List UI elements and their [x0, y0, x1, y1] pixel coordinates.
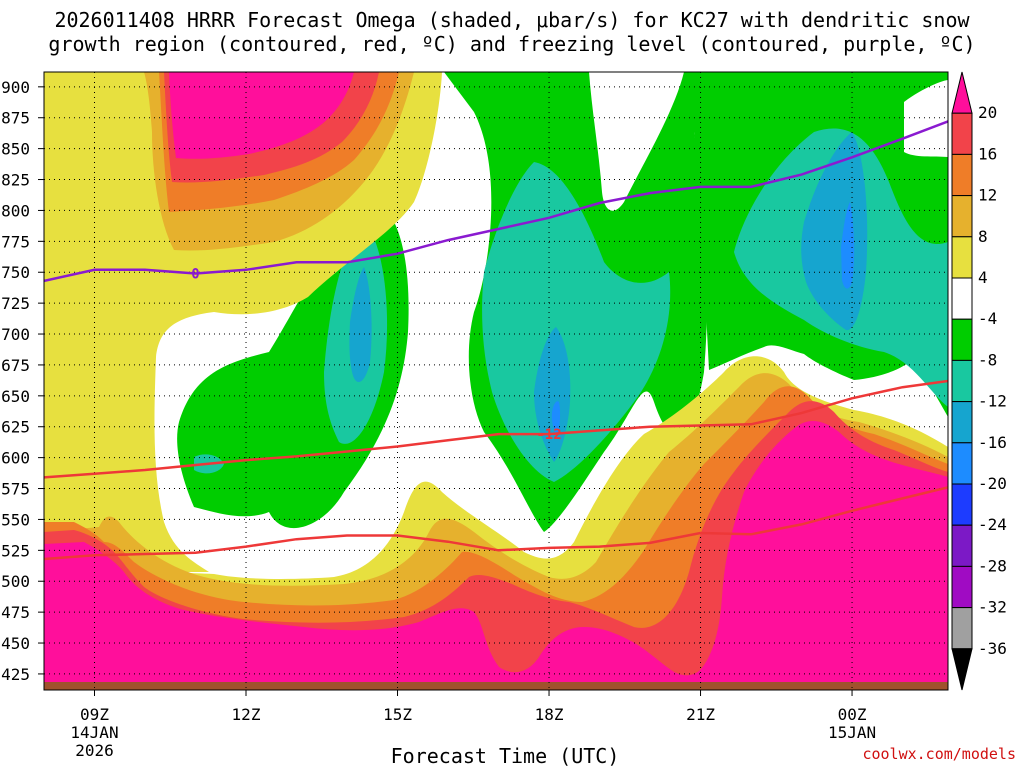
- omega-sinking-center-blue: [551, 401, 561, 438]
- omega-rising-lower-magenta: [44, 420, 948, 690]
- colorbar-tick-label: -28: [978, 556, 1007, 575]
- colorbar-swatch: [951, 442, 973, 485]
- x-tick-date-label: 14JAN: [70, 723, 118, 742]
- y-tick-label: 875: [1, 109, 30, 128]
- chart-title-line2: growth region (contoured, red, ºC) and f…: [48, 32, 976, 56]
- y-tick-label: 700: [1, 325, 30, 344]
- terrain-ground-strip: [44, 682, 948, 690]
- colorbar-tick-label: -32: [978, 598, 1007, 617]
- y-tick-label: 525: [1, 541, 30, 560]
- x-tick-label: 18Z: [535, 705, 564, 724]
- y-tick-label: 675: [1, 356, 30, 375]
- omega-sinking-center-teal: [482, 162, 671, 482]
- omega-neutral-hole-b: [589, 72, 684, 211]
- omega-field: -12 0: [44, 72, 948, 690]
- colorbar-swatch: [951, 483, 973, 526]
- y-tick-label: 500: [1, 572, 30, 591]
- contour-label: 0: [191, 266, 199, 282]
- colorbar-swatch: [951, 153, 973, 197]
- colorbar-top-triangle: [951, 71, 973, 114]
- x-tick-date-label: 15JAN: [828, 723, 876, 742]
- x-axis-title: Forecast Time (UTC): [390, 744, 620, 768]
- x-tick-year-label: 2026: [75, 741, 114, 760]
- omega-rising-upper-left-magenta: [169, 72, 354, 159]
- colorbar: 20 16 12 8 4 -4 -8 -12 -16 -20 -24 -28 -32 -36: [951, 71, 1007, 691]
- colorbar-tick-label: 8: [978, 227, 988, 246]
- colorbar-swatch: [951, 607, 973, 650]
- colorbar-tick-label: 12: [978, 186, 997, 205]
- y-tick-label: 600: [1, 449, 30, 468]
- colorbar-tick-label: -24: [978, 515, 1007, 534]
- y-tick-label: 750: [1, 263, 30, 282]
- colorbar-swatch: [951, 112, 973, 155]
- credit-text: coolwx.com/models: [862, 745, 1016, 763]
- colorbar-tick-label: -16: [978, 433, 1007, 452]
- colorbar-tick-label: -8: [978, 350, 997, 369]
- x-tick-label: 21Z: [686, 705, 715, 724]
- contour-lines: -12 0: [44, 120, 948, 561]
- y-tick-label: 475: [1, 603, 30, 622]
- y-tick-label: 550: [1, 510, 30, 529]
- colorbar-swatch: [951, 401, 973, 444]
- colorbar-tick-label: 16: [978, 144, 997, 163]
- plot-area: -12 0 425 450 475 500 525 550 575 600 625 650 675 70…: [1, 71, 949, 760]
- colorbar-swatch: [951, 195, 973, 238]
- y-tick-label: 775: [1, 232, 30, 251]
- colorbar-tick-label: -12: [978, 392, 1007, 411]
- omega-sinking-band-left-cyan: [349, 267, 372, 383]
- plot-frame: [43, 71, 949, 691]
- y-tick-label: 625: [1, 418, 30, 437]
- y-tick-label: 825: [1, 171, 30, 190]
- colorbar-swatch: [951, 277, 973, 320]
- contour-line-18-c-isotherm: [44, 486, 948, 561]
- colorbar-swatch: [951, 318, 973, 361]
- x-tick-label: 12Z: [232, 705, 261, 724]
- y-tick-label: 900: [1, 78, 30, 97]
- contour-label: -12: [536, 427, 561, 443]
- colorbar-tick-label: -4: [978, 309, 997, 328]
- y-tick-label: 650: [1, 387, 30, 406]
- colorbar-swatch: [951, 565, 973, 609]
- chart-title-line1: 2026011408 HRRR Forecast Omega (shaded, …: [54, 8, 970, 32]
- y-tick-label: 425: [1, 665, 30, 684]
- colorbar-swatch: [951, 524, 973, 567]
- colorbar-tick-label: 20: [978, 103, 997, 122]
- contour-line-12-c-isotherm: [44, 379, 948, 479]
- x-tick-label: 09Z: [80, 705, 109, 724]
- y-tick-label: 850: [1, 140, 30, 159]
- x-tick-label: 00Z: [838, 705, 867, 724]
- colorbar-swatch: [951, 359, 973, 403]
- y-tick-label: 800: [1, 201, 30, 220]
- y-tick-label: 575: [1, 480, 30, 499]
- omega-sinking-center-cyan: [534, 327, 571, 462]
- y-axis: 425 450 475 500 525 550 575 600 625 650 675 700 725 7…: [1, 78, 44, 684]
- omega-neutral-hole-a: [904, 80, 948, 157]
- omega-sinking-upper-right-blue: [841, 202, 855, 289]
- colorbar-tick-label: -36: [978, 639, 1007, 658]
- colorbar-swatch: [951, 236, 973, 279]
- colorbar-tick-label: -20: [978, 474, 1007, 493]
- colorbar-tick-label: 4: [978, 268, 988, 287]
- colorbar-bottom-triangle: [951, 648, 973, 691]
- y-tick-label: 450: [1, 634, 30, 653]
- contour-line-0-c-freezing-level: [44, 120, 948, 283]
- y-tick-label: 725: [1, 294, 30, 313]
- x-tick-label: 15Z: [383, 705, 412, 724]
